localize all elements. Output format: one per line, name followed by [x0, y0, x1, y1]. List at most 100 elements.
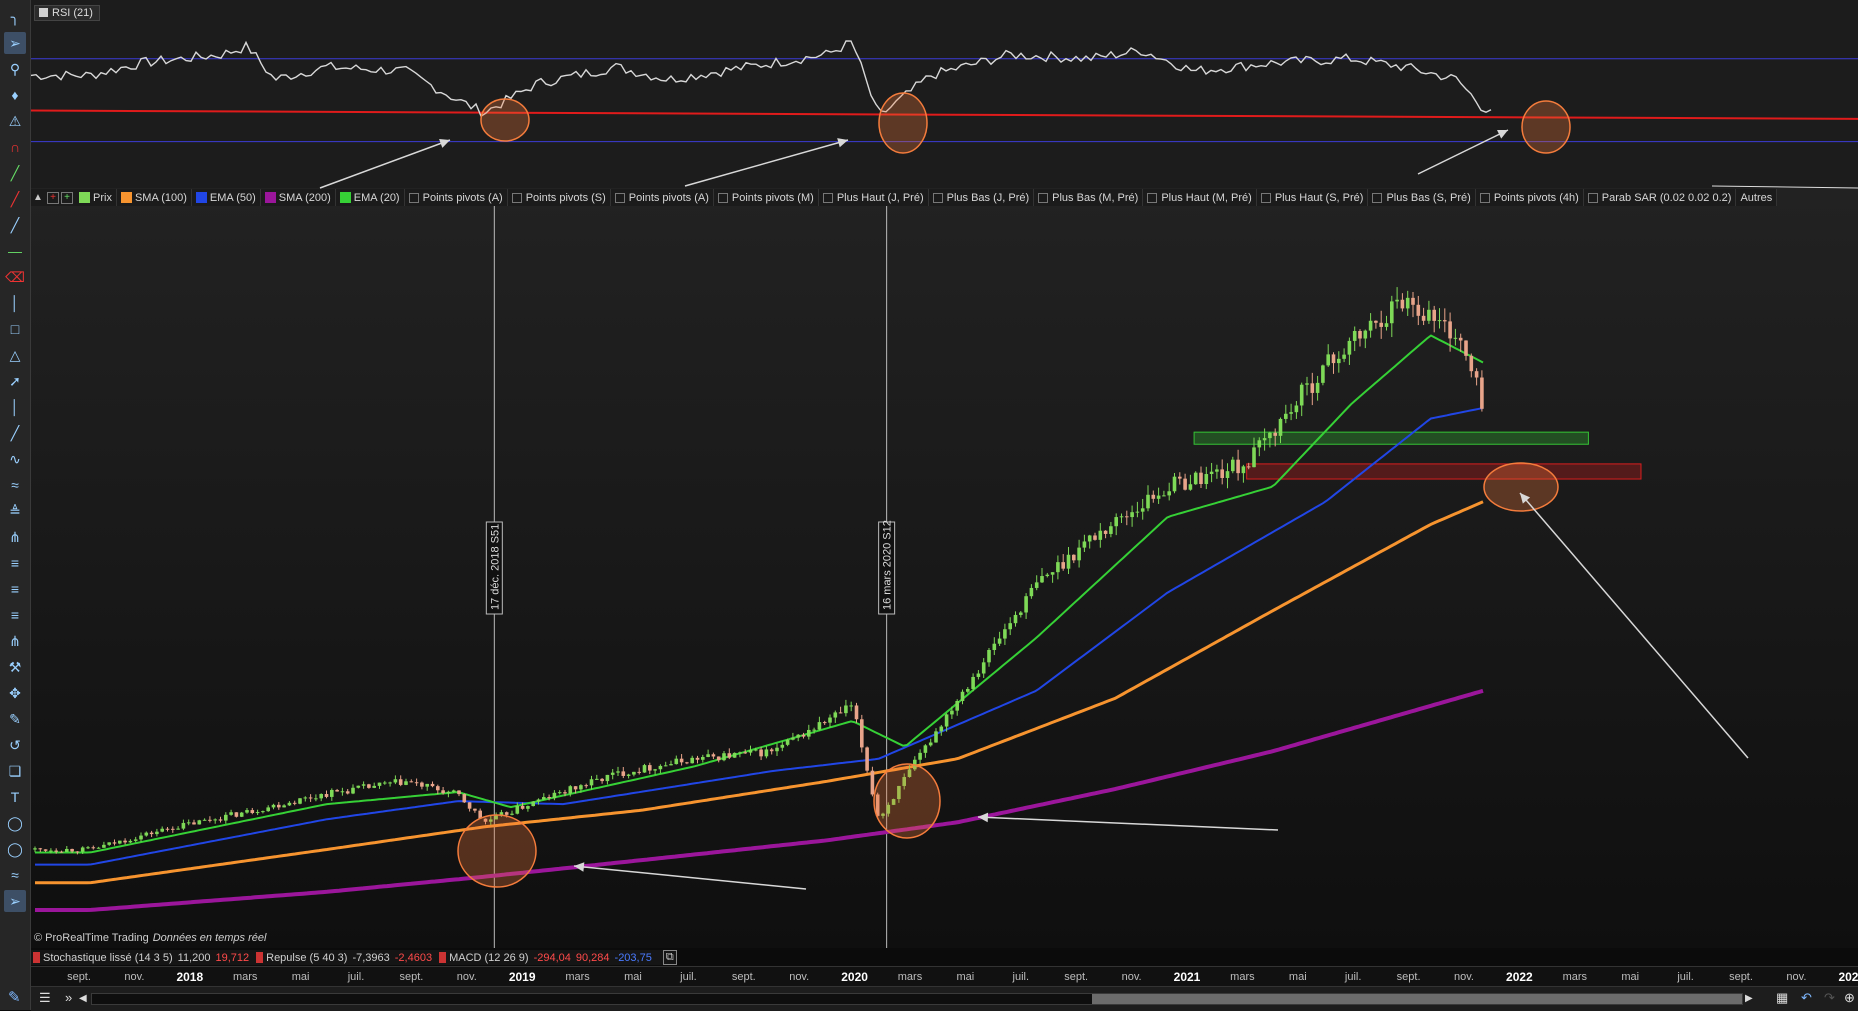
- legend-item[interactable]: Points pivots (A): [405, 189, 508, 206]
- add-indicator-icon[interactable]: +: [47, 191, 59, 204]
- horizontal-scrollbar[interactable]: ☰ » ◀ ▶ ▦ ↶ ↷ ⊕ ⊖: [31, 986, 1858, 1011]
- alert-icon[interactable]: ▲: [33, 192, 43, 203]
- rsi-label[interactable]: RSI (21): [34, 5, 100, 21]
- rectangle-icon[interactable]: □: [10, 321, 20, 337]
- indicator-value: -203,75: [614, 951, 652, 964]
- copyright: © ProRealTime Trading Données en temps ré…: [34, 932, 266, 944]
- legend-checkbox[interactable]: [614, 192, 625, 203]
- hamburger-menu-icon[interactable]: ☰: [39, 990, 51, 1005]
- legend-item[interactable]: Plus Bas (M, Pré): [1034, 189, 1144, 206]
- zoom-icon[interactable]: ⚲: [9, 60, 21, 77]
- candle: [383, 782, 387, 784]
- legend-item[interactable]: Points pivots (4h): [1476, 189, 1584, 206]
- fibonacci-icon[interactable]: ≡: [10, 555, 20, 571]
- legend-swatch[interactable]: [120, 192, 132, 203]
- magnet-icon[interactable]: ∩: [9, 139, 21, 155]
- ruler-icon[interactable]: ╮: [10, 8, 20, 25]
- legend-checkbox[interactable]: [717, 192, 728, 203]
- spiral-icon[interactable]: ↺: [9, 736, 21, 753]
- candle: [679, 758, 684, 763]
- arrow-icon[interactable]: ➚: [9, 372, 21, 389]
- legend-item[interactable]: Points pivots (M): [714, 189, 819, 206]
- legend-checkbox[interactable]: [1038, 192, 1049, 203]
- fib-extension-icon[interactable]: ≡: [10, 581, 20, 597]
- alert-add-icon[interactable]: ⚠: [8, 112, 22, 129]
- tag-icon[interactable]: ◯: [7, 814, 23, 831]
- legend-checkbox[interactable]: [932, 192, 943, 203]
- legend-swatch[interactable]: [339, 192, 351, 203]
- legend-item[interactable]: SMA (200): [261, 189, 336, 206]
- legend-checkbox[interactable]: [408, 192, 419, 203]
- move-icon[interactable]: ✥: [9, 684, 21, 701]
- redo-icon[interactable]: ↷: [1824, 990, 1835, 1005]
- legend-item[interactable]: Autres: [1736, 189, 1778, 206]
- clone-icon[interactable]: ❏: [8, 762, 22, 779]
- calendar-icon[interactable]: ▦: [1776, 990, 1789, 1005]
- line-icon[interactable]: ╱: [10, 164, 20, 181]
- pen-icon[interactable]: ✎: [8, 989, 21, 1006]
- legend-item[interactable]: EMA (50): [192, 189, 261, 206]
- scroll-right-icon[interactable]: ▶: [1745, 993, 1753, 1004]
- legend-item[interactable]: Plus Haut (J, Pré): [819, 189, 929, 206]
- scroll-left-icon[interactable]: ◀: [79, 993, 87, 1004]
- legend-item[interactable]: Prix: [75, 189, 117, 206]
- gann-icon[interactable]: ⋔: [9, 632, 21, 649]
- candle: [1231, 459, 1235, 472]
- legend-item[interactable]: EMA (20): [336, 189, 405, 206]
- legend-item[interactable]: SMA (100): [117, 189, 192, 206]
- legend-checkbox[interactable]: [1479, 192, 1490, 203]
- trash-icon[interactable]: ⌫: [5, 268, 25, 285]
- zoom-in-icon[interactable]: ⊕: [1844, 990, 1855, 1005]
- legend-swatch[interactable]: [264, 192, 276, 203]
- legend-item[interactable]: Plus Haut (S, Pré): [1257, 189, 1369, 206]
- candle: [1167, 491, 1171, 496]
- time-axis-month: sept.: [67, 971, 91, 983]
- pointer-icon[interactable]: ➢: [4, 890, 26, 912]
- legend-checkbox[interactable]: [1372, 192, 1383, 203]
- candle: [1220, 469, 1224, 478]
- bell-icon[interactable]: ♦: [11, 87, 19, 103]
- brush-icon[interactable]: ✎: [9, 710, 21, 727]
- vertical-line-icon[interactable]: │: [10, 295, 20, 311]
- text-icon[interactable]: T: [10, 789, 20, 805]
- legend-item[interactable]: Plus Haut (M, Pré): [1143, 189, 1257, 206]
- indicator-item[interactable]: MACD (12 26 9) -294,04 90,284 -203,75: [437, 952, 657, 964]
- horizontal-line-icon[interactable]: ―: [8, 243, 22, 259]
- elliott-icon[interactable]: ≈: [11, 867, 19, 883]
- channel-icon[interactable]: ≜: [9, 502, 21, 519]
- double-chevron-icon[interactable]: »: [65, 990, 73, 1005]
- ray-icon[interactable]: ╱: [10, 190, 20, 207]
- legend-checkbox[interactable]: [1587, 192, 1598, 203]
- indicator-item[interactable]: Repulse (5 40 3) -7,3963 -2,4603: [254, 952, 437, 964]
- time-axis[interactable]: sept. nov. 2018 mars mai juil. sept. nov. 2019 ma…: [31, 966, 1858, 987]
- legend-checkbox[interactable]: [1147, 192, 1158, 203]
- legend-item[interactable]: Plus Bas (S, Pré): [1368, 189, 1476, 206]
- legend-swatch[interactable]: [195, 192, 207, 203]
- zigzag-icon[interactable]: ∿: [9, 450, 21, 467]
- triangle-icon[interactable]: △: [9, 346, 21, 363]
- legend-item[interactable]: Plus Bas (J, Pré): [929, 189, 1035, 206]
- polyline-icon[interactable]: ╱: [10, 424, 20, 441]
- legend-checkbox[interactable]: [511, 192, 522, 203]
- legend-checkbox[interactable]: [1260, 192, 1271, 203]
- detach-window-icon[interactable]: ⧉: [662, 950, 677, 965]
- fib-fan-icon[interactable]: ≡: [10, 607, 20, 623]
- legend-checkbox[interactable]: [822, 192, 833, 203]
- segment-icon[interactable]: ╱: [10, 216, 20, 233]
- rsi-checkbox[interactable]: [39, 8, 48, 17]
- tools-icon[interactable]: ⚒: [8, 658, 22, 675]
- scroll-track[interactable]: [91, 993, 1743, 1005]
- cursor-icon[interactable]: ➢: [4, 32, 26, 54]
- indicator-item[interactable]: Stochastique lissé (14 3 5) 11,200 19,712: [31, 952, 254, 964]
- legend-item[interactable]: Points pivots (S): [508, 189, 611, 206]
- legend-item[interactable]: Points pivots (A): [611, 189, 714, 206]
- undo-icon[interactable]: ↶: [1801, 990, 1812, 1005]
- wave-icon[interactable]: ≈: [11, 477, 19, 493]
- settings-icon[interactable]: +: [61, 191, 73, 204]
- ellipse-icon[interactable]: ◯: [7, 840, 23, 857]
- legend-item[interactable]: Parab SAR (0.02 0.02 0.2): [1584, 189, 1737, 206]
- legend-swatch[interactable]: [79, 192, 90, 203]
- vline-icon[interactable]: │: [10, 399, 20, 415]
- pitchfork-icon[interactable]: ⋔: [9, 528, 21, 545]
- scroll-thumb[interactable]: [1092, 994, 1742, 1004]
